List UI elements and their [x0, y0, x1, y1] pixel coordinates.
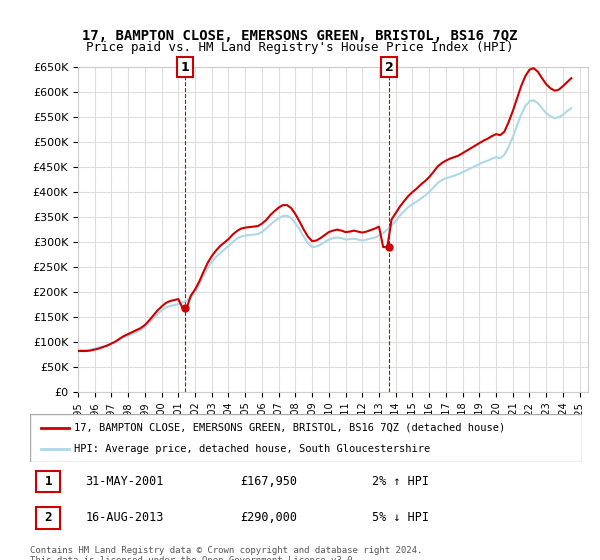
Text: HPI: Average price, detached house, South Gloucestershire: HPI: Average price, detached house, Sout… — [74, 444, 430, 454]
Point — [181, 304, 190, 312]
Text: Contains HM Land Registry data © Crown copyright and database right 2024.
This d: Contains HM Land Registry data © Crown c… — [30, 546, 422, 560]
Text: £290,000: £290,000 — [240, 511, 297, 525]
Point — [385, 242, 394, 251]
Text: 31-MAY-2001: 31-MAY-2001 — [85, 475, 164, 488]
Text: 16-AUG-2013: 16-AUG-2013 — [85, 511, 164, 525]
Text: £167,950: £167,950 — [240, 475, 297, 488]
FancyBboxPatch shape — [35, 507, 61, 529]
Text: 17, BAMPTON CLOSE, EMERSONS GREEN, BRISTOL, BS16 7QZ (detached house): 17, BAMPTON CLOSE, EMERSONS GREEN, BRIST… — [74, 423, 505, 433]
Text: 2% ↑ HPI: 2% ↑ HPI — [372, 475, 429, 488]
Text: 1: 1 — [44, 475, 52, 488]
Text: 1: 1 — [181, 60, 190, 74]
Text: 17, BAMPTON CLOSE, EMERSONS GREEN, BRISTOL, BS16 7QZ: 17, BAMPTON CLOSE, EMERSONS GREEN, BRIST… — [82, 29, 518, 44]
Text: 5% ↓ HPI: 5% ↓ HPI — [372, 511, 429, 525]
FancyBboxPatch shape — [35, 470, 61, 492]
Text: Price paid vs. HM Land Registry's House Price Index (HPI): Price paid vs. HM Land Registry's House … — [86, 41, 514, 54]
Text: 2: 2 — [385, 60, 394, 74]
Text: 2: 2 — [44, 511, 52, 525]
FancyBboxPatch shape — [30, 414, 582, 462]
